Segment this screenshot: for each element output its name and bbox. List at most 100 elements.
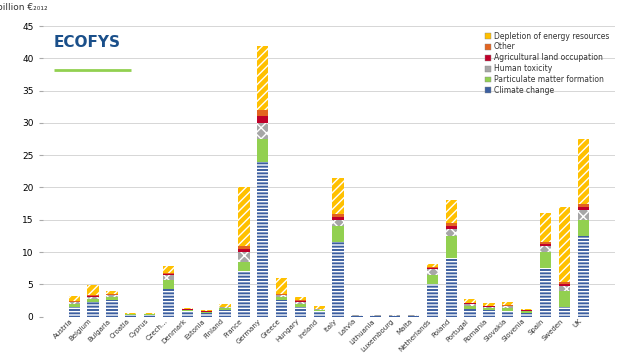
Bar [464,303,476,304]
Bar [69,304,80,307]
Bar [426,270,438,275]
Bar [295,302,306,303]
Bar [426,284,438,317]
Bar [276,294,287,295]
Bar [540,268,551,317]
Bar [87,295,98,296]
Bar [257,116,269,123]
Bar [578,220,589,236]
Bar [276,295,287,297]
Bar [106,297,118,300]
Bar [559,291,570,307]
Text: ECOFYS: ECOFYS [54,35,121,50]
Bar [257,110,269,116]
Bar [295,301,306,302]
Bar [464,306,476,309]
Bar [219,310,231,317]
Bar [483,307,495,308]
Bar [540,243,551,246]
Bar [163,275,174,280]
Bar [426,275,438,284]
Bar [69,296,80,301]
Bar [370,316,381,317]
Bar [502,311,513,317]
Bar [87,297,98,299]
Bar [163,280,174,290]
Bar [483,306,495,307]
Bar [540,252,551,268]
Bar [257,123,269,139]
Bar [295,297,306,300]
Bar [238,249,249,252]
Bar [87,299,98,302]
Bar [106,295,118,297]
Bar [314,306,325,309]
Bar [578,207,589,210]
Bar [201,312,212,313]
Text: billion €₂₀₁₂: billion €₂₀₁₂ [0,3,48,12]
Bar [332,178,344,214]
Bar [163,290,174,317]
Bar [464,309,476,317]
Bar [106,300,118,317]
Bar [578,203,589,207]
Bar [559,286,570,291]
Bar [446,200,457,223]
Bar [87,285,98,295]
Bar [163,266,174,273]
Bar [540,213,551,242]
Bar [483,308,495,310]
Bar [389,316,400,317]
Bar [163,273,174,274]
Bar [238,246,249,249]
Bar [201,310,212,311]
Bar [521,309,532,310]
Bar [181,310,193,311]
Bar [295,300,306,301]
Bar [69,307,80,317]
Bar [219,308,231,310]
Bar [201,313,212,317]
Bar [295,307,306,317]
Bar [426,268,438,270]
Bar [276,278,287,294]
Bar [352,316,363,317]
Bar [426,267,438,268]
Bar [144,315,155,317]
Bar [257,45,269,110]
Bar [408,316,419,317]
Bar [502,302,513,305]
Bar [578,236,589,317]
Bar [426,263,438,267]
Bar [87,302,98,317]
Bar [69,301,80,302]
Bar [125,315,136,317]
Bar [446,236,457,258]
Bar [219,303,231,307]
Bar [257,162,269,317]
Bar [502,306,513,308]
Bar [332,242,344,317]
Bar [125,313,136,314]
Bar [181,311,193,317]
Bar [464,304,476,306]
Bar [559,307,570,317]
Bar [276,300,287,317]
Bar [521,311,532,313]
Bar [106,291,118,294]
Bar [446,226,457,230]
Bar [578,139,589,203]
Bar [559,282,570,283]
Bar [69,302,80,304]
Legend: Depletion of energy resources, Other, Agricultural land occupation, Human toxici: Depletion of energy resources, Other, Ag… [483,30,611,97]
Bar [238,252,249,262]
Bar [483,303,495,306]
Bar [446,258,457,317]
Bar [276,297,287,300]
Bar [106,294,118,295]
Bar [87,296,98,297]
Bar [238,262,249,271]
Bar [540,246,551,252]
Bar [332,226,344,242]
Bar [446,230,457,236]
